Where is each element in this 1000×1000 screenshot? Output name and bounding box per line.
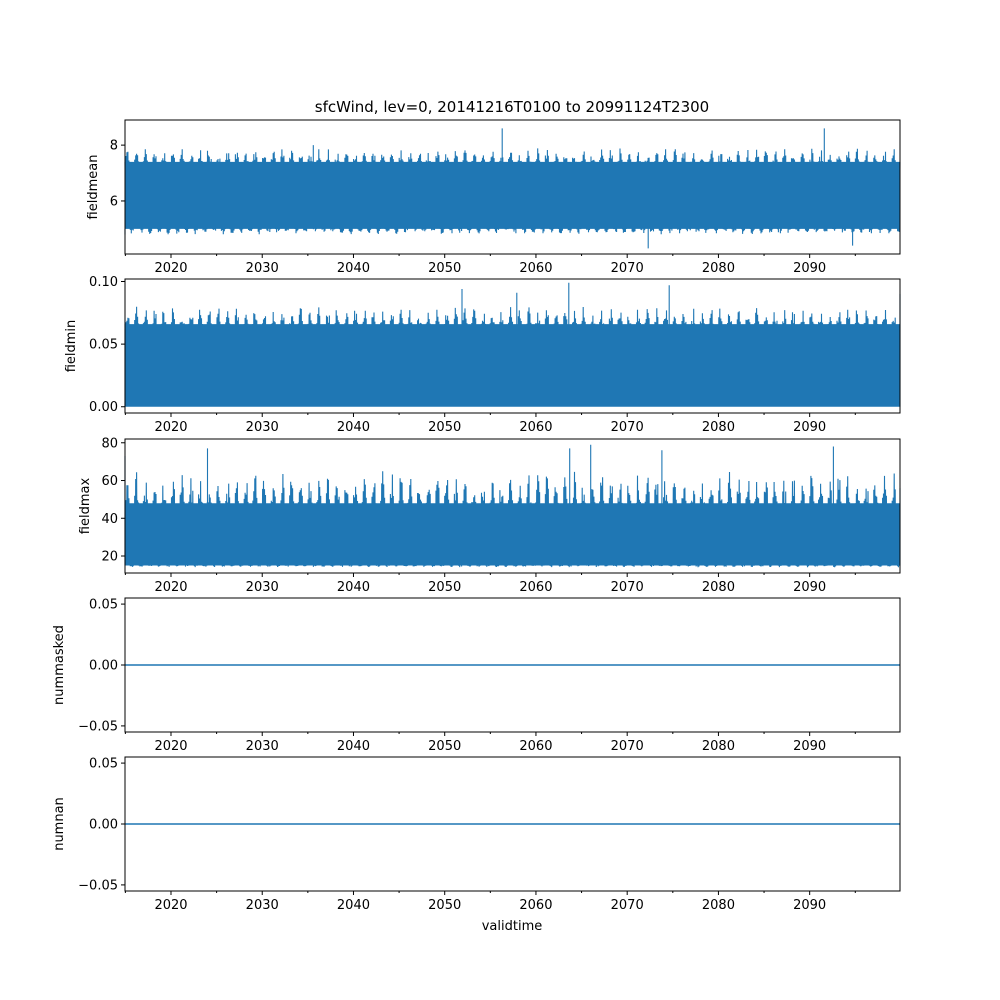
x-tick-label: 2030 bbox=[246, 898, 279, 913]
x-tick-label: 2050 bbox=[428, 420, 461, 435]
x-tick-label: 2060 bbox=[519, 739, 552, 754]
x-tick-label: 2040 bbox=[337, 580, 370, 595]
x-tick-label: 2090 bbox=[793, 580, 826, 595]
axes-frame bbox=[124, 278, 901, 414]
x-tick-label: 2080 bbox=[702, 898, 735, 913]
panel-numnan: −0.05 0.00 0.05 numnan 2020 2030 2040 2050 2060 2… bbox=[52, 756, 901, 913]
x-tick-label: 2070 bbox=[611, 261, 644, 276]
panel-fieldmean: 6 8 fieldmean 2020 2030 2040 2050 2060 2070 2080 2… bbox=[86, 119, 901, 276]
x-tick-label: 2050 bbox=[428, 739, 461, 754]
x-tick-label: 2020 bbox=[154, 739, 187, 754]
x-tick-label: 2030 bbox=[246, 420, 279, 435]
x-tick-label: 2030 bbox=[246, 739, 279, 754]
y-axis-label: fieldmin bbox=[64, 320, 79, 373]
figure-title: sfcWind, lev=0, 20141216T0100 to 2099112… bbox=[315, 98, 709, 116]
x-tick-label: 2030 bbox=[246, 580, 279, 595]
y-tick-label: −0.05 bbox=[78, 878, 118, 893]
y-axis-label: nummasked bbox=[52, 625, 67, 705]
y-axis-label: numnan bbox=[52, 797, 67, 851]
y-tick-label: 80 bbox=[101, 436, 118, 451]
panel-fieldmin: 0.00 0.05 0.10 fieldmin 2020 2030 2040 2050 2060… bbox=[64, 275, 901, 435]
x-tick-label: 2040 bbox=[337, 261, 370, 276]
y-tick-label: 0.00 bbox=[89, 818, 118, 833]
x-tick-label: 2060 bbox=[519, 261, 552, 276]
x-tick-label: 2020 bbox=[154, 898, 187, 913]
y-tick-label: 0.05 bbox=[89, 338, 118, 353]
y-tick-label: 0.00 bbox=[89, 400, 118, 415]
x-tick-label: 2080 bbox=[702, 261, 735, 276]
y-tick-label: −0.05 bbox=[78, 719, 118, 734]
x-tick-label: 2090 bbox=[793, 420, 826, 435]
x-tick-label: 2060 bbox=[519, 898, 552, 913]
x-tick-label: 2070 bbox=[611, 420, 644, 435]
panel-nummasked: −0.05 0.00 0.05 nummasked 2020 2030 2040 2050 20… bbox=[52, 597, 901, 754]
x-axis-label: validtime bbox=[482, 919, 543, 934]
x-tick-label: 2030 bbox=[246, 261, 279, 276]
x-tick-label: 2090 bbox=[793, 261, 826, 276]
x-tick-label: 2090 bbox=[793, 898, 826, 913]
y-tick-label: 0.10 bbox=[89, 275, 118, 290]
y-axis-label: fieldmean bbox=[86, 155, 101, 220]
axes-frame bbox=[124, 438, 901, 574]
x-tick-label: 2020 bbox=[154, 580, 187, 595]
x-tick-label: 2040 bbox=[337, 898, 370, 913]
x-tick-label: 2070 bbox=[611, 898, 644, 913]
y-tick-label: 0.00 bbox=[89, 659, 118, 674]
x-tick-label: 2050 bbox=[428, 898, 461, 913]
x-tick-label: 2020 bbox=[154, 261, 187, 276]
y-tick-label: 20 bbox=[101, 550, 118, 565]
x-tick-label: 2060 bbox=[519, 420, 552, 435]
y-axis-label: fieldmax bbox=[78, 478, 93, 535]
x-tick-label: 2050 bbox=[428, 261, 461, 276]
x-tick-label: 2040 bbox=[337, 739, 370, 754]
x-tick-label: 2050 bbox=[428, 580, 461, 595]
x-tick-label: 2070 bbox=[611, 580, 644, 595]
y-tick-label: 0.05 bbox=[89, 598, 118, 613]
y-tick-label: 6 bbox=[110, 194, 118, 209]
x-tick-label: 2060 bbox=[519, 580, 552, 595]
x-tick-label: 2080 bbox=[702, 580, 735, 595]
axes-frame bbox=[124, 119, 901, 255]
y-tick-label: 60 bbox=[101, 474, 118, 489]
x-tick-label: 2090 bbox=[793, 739, 826, 754]
y-tick-label: 8 bbox=[110, 139, 118, 154]
x-tick-label: 2080 bbox=[702, 420, 735, 435]
x-tick-label: 2020 bbox=[154, 420, 187, 435]
x-tick-label: 2070 bbox=[611, 739, 644, 754]
y-tick-label: 0.05 bbox=[89, 757, 118, 772]
x-tick-label: 2040 bbox=[337, 420, 370, 435]
y-tick-label: 40 bbox=[101, 512, 118, 527]
x-tick-label: 2080 bbox=[702, 739, 735, 754]
